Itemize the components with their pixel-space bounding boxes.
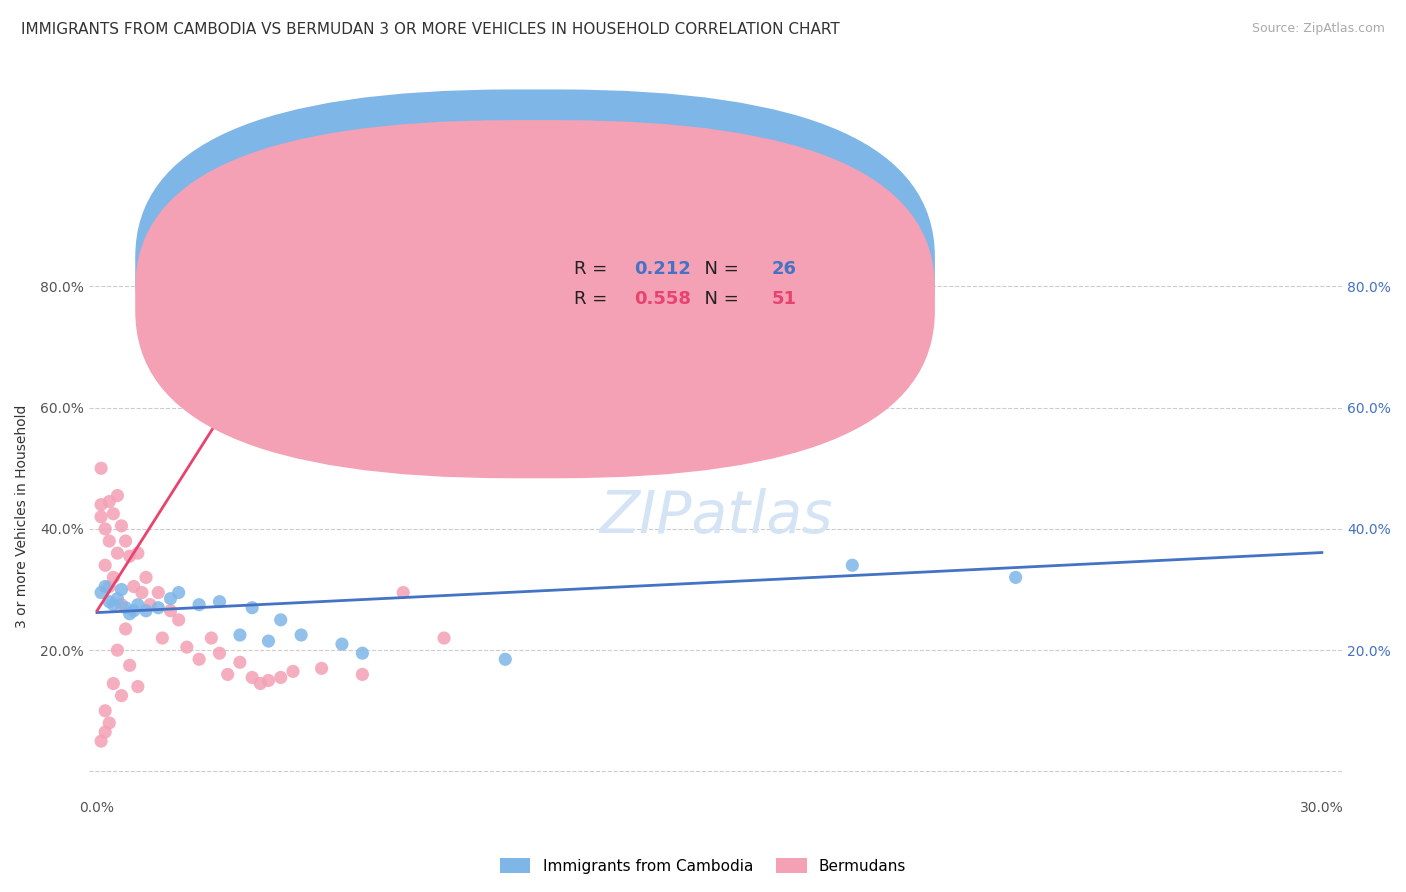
Point bbox=[257, 634, 280, 648]
Point bbox=[98, 494, 121, 508]
Point bbox=[270, 670, 292, 684]
Point bbox=[103, 676, 125, 690]
Point bbox=[118, 658, 141, 673]
FancyBboxPatch shape bbox=[489, 249, 828, 318]
Point bbox=[159, 591, 181, 606]
Point bbox=[107, 489, 129, 503]
Text: 26: 26 bbox=[772, 260, 797, 277]
Point bbox=[103, 507, 125, 521]
Text: 51: 51 bbox=[772, 290, 797, 309]
Point bbox=[94, 725, 117, 739]
Point bbox=[90, 498, 112, 512]
Point bbox=[107, 546, 129, 560]
Legend: Immigrants from Cambodia, Bermudans: Immigrants from Cambodia, Bermudans bbox=[494, 852, 912, 880]
Point bbox=[135, 604, 157, 618]
Point bbox=[392, 585, 415, 599]
Point bbox=[150, 631, 173, 645]
Point bbox=[122, 580, 145, 594]
Point bbox=[118, 549, 141, 564]
Point bbox=[311, 661, 333, 675]
Text: R =: R = bbox=[574, 260, 613, 277]
Point bbox=[103, 570, 125, 584]
Y-axis label: 3 or more Vehicles in Household: 3 or more Vehicles in Household bbox=[15, 405, 30, 629]
Point bbox=[98, 580, 121, 594]
Point bbox=[103, 598, 125, 612]
Point bbox=[98, 595, 121, 609]
Point bbox=[167, 613, 190, 627]
Point bbox=[98, 534, 121, 549]
Point bbox=[122, 604, 145, 618]
Point bbox=[127, 546, 149, 560]
Point bbox=[94, 580, 117, 594]
Text: N =: N = bbox=[693, 260, 745, 277]
Point bbox=[107, 643, 129, 657]
Point bbox=[290, 628, 312, 642]
Point bbox=[110, 689, 132, 703]
Point bbox=[148, 600, 170, 615]
Point bbox=[114, 600, 136, 615]
Point bbox=[148, 585, 170, 599]
Point bbox=[110, 519, 132, 533]
Point bbox=[229, 628, 252, 642]
FancyBboxPatch shape bbox=[135, 120, 935, 478]
Point bbox=[167, 585, 190, 599]
FancyBboxPatch shape bbox=[135, 89, 935, 448]
Point bbox=[240, 670, 263, 684]
Point bbox=[188, 598, 211, 612]
Point bbox=[94, 558, 117, 573]
Point bbox=[208, 646, 231, 660]
Point bbox=[90, 509, 112, 524]
Text: ZIPatlas: ZIPatlas bbox=[599, 488, 832, 545]
Text: N =: N = bbox=[693, 290, 745, 309]
Text: 0.558: 0.558 bbox=[634, 290, 692, 309]
Point bbox=[330, 637, 353, 651]
Point bbox=[534, 337, 557, 351]
Point bbox=[118, 607, 141, 621]
Point bbox=[90, 734, 112, 748]
Point bbox=[352, 667, 374, 681]
Point bbox=[257, 673, 280, 688]
Point bbox=[229, 655, 252, 669]
Point bbox=[352, 646, 374, 660]
Point bbox=[90, 461, 112, 475]
Point bbox=[249, 676, 271, 690]
Text: IMMIGRANTS FROM CAMBODIA VS BERMUDAN 3 OR MORE VEHICLES IN HOUSEHOLD CORRELATION: IMMIGRANTS FROM CAMBODIA VS BERMUDAN 3 O… bbox=[21, 22, 839, 37]
Point bbox=[217, 667, 239, 681]
Point bbox=[240, 600, 263, 615]
Point bbox=[107, 591, 129, 606]
Point bbox=[270, 613, 292, 627]
Point bbox=[110, 582, 132, 597]
Point bbox=[110, 598, 132, 612]
Point bbox=[188, 652, 211, 666]
Point bbox=[1004, 570, 1026, 584]
Point bbox=[208, 595, 231, 609]
Point bbox=[159, 604, 181, 618]
Point bbox=[494, 652, 516, 666]
Point bbox=[94, 522, 117, 536]
Point bbox=[176, 640, 198, 654]
Point bbox=[90, 585, 112, 599]
Point bbox=[200, 631, 222, 645]
Point bbox=[127, 680, 149, 694]
Point bbox=[114, 534, 136, 549]
Point bbox=[135, 570, 157, 584]
Text: 0.212: 0.212 bbox=[634, 260, 690, 277]
Text: Source: ZipAtlas.com: Source: ZipAtlas.com bbox=[1251, 22, 1385, 36]
Point bbox=[94, 704, 117, 718]
Text: R =: R = bbox=[574, 290, 613, 309]
Point bbox=[98, 715, 121, 730]
Point bbox=[281, 665, 304, 679]
Point bbox=[841, 558, 863, 573]
Point bbox=[114, 622, 136, 636]
Point bbox=[139, 598, 162, 612]
Point bbox=[127, 598, 149, 612]
Point bbox=[131, 585, 153, 599]
Point bbox=[433, 631, 456, 645]
